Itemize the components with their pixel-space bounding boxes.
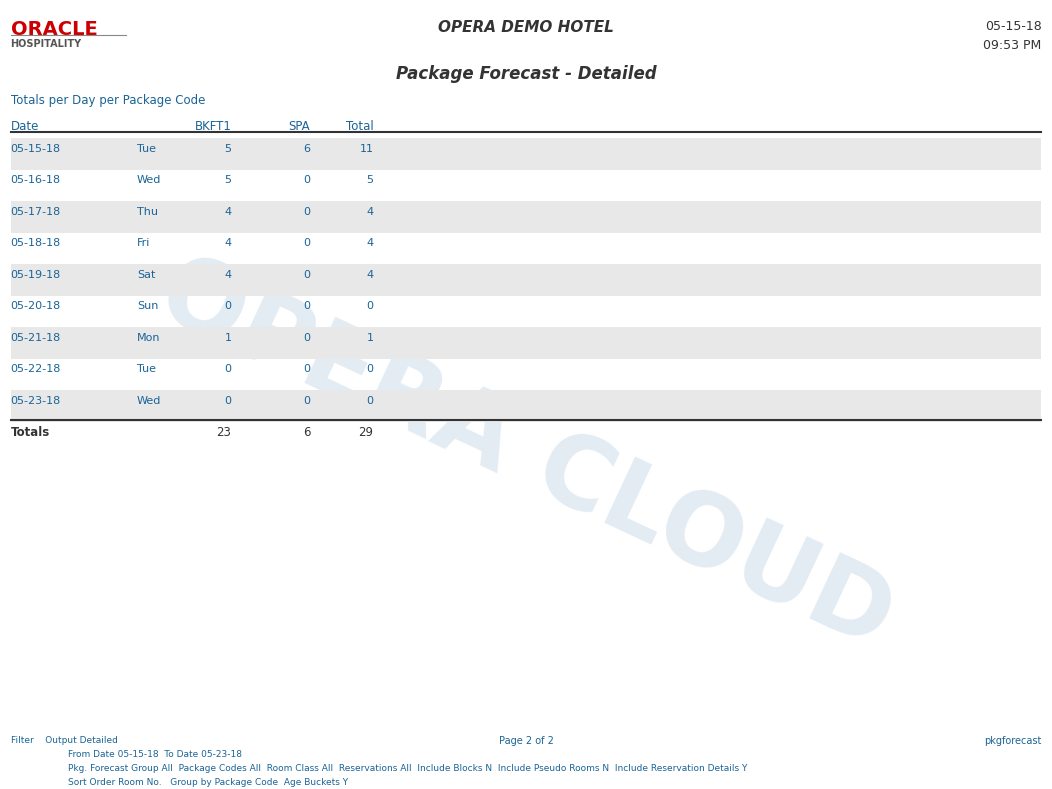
Text: 4: 4 <box>366 238 373 249</box>
Text: 4: 4 <box>366 207 373 217</box>
Text: Total: Total <box>346 121 373 133</box>
Text: OPERA DEMO HOTEL: OPERA DEMO HOTEL <box>438 20 614 35</box>
Text: Mon: Mon <box>137 333 160 342</box>
Text: 0: 0 <box>303 333 310 342</box>
Text: 05-17-18: 05-17-18 <box>11 207 61 217</box>
Text: 11: 11 <box>360 144 373 154</box>
Text: 0: 0 <box>366 365 373 374</box>
Text: 05-20-18: 05-20-18 <box>11 301 61 312</box>
Text: 0: 0 <box>303 365 310 374</box>
Text: Wed: Wed <box>137 396 161 406</box>
FancyBboxPatch shape <box>11 201 1041 233</box>
Text: 0: 0 <box>303 270 310 280</box>
Text: Pkg. Forecast Group All  Package Codes All  Room Class All  Reservations All  In: Pkg. Forecast Group All Package Codes Al… <box>68 764 748 773</box>
Text: 05-15-18: 05-15-18 <box>11 144 61 154</box>
Text: Sat: Sat <box>137 270 155 280</box>
Text: 09:53 PM: 09:53 PM <box>984 39 1041 52</box>
Text: 0: 0 <box>303 238 310 249</box>
Text: 05-16-18: 05-16-18 <box>11 175 61 185</box>
Text: 05-15-18: 05-15-18 <box>985 20 1041 32</box>
Text: ORACLE: ORACLE <box>11 20 97 39</box>
Text: 5: 5 <box>366 175 373 185</box>
Text: Totals: Totals <box>11 426 49 439</box>
Text: Totals per Day per Package Code: Totals per Day per Package Code <box>11 95 205 107</box>
Text: 0: 0 <box>366 396 373 406</box>
Text: Page 2 of 2: Page 2 of 2 <box>499 735 553 746</box>
Text: 4: 4 <box>224 238 231 249</box>
Text: SPA: SPA <box>288 121 310 133</box>
FancyBboxPatch shape <box>11 391 1041 421</box>
Text: 4: 4 <box>366 270 373 280</box>
Text: OPERA CLOUD: OPERA CLOUD <box>144 244 908 669</box>
Text: 5: 5 <box>224 175 231 185</box>
FancyBboxPatch shape <box>11 327 1041 359</box>
Text: Tue: Tue <box>137 365 156 374</box>
Text: BKFT1: BKFT1 <box>195 121 231 133</box>
Text: 4: 4 <box>224 270 231 280</box>
Text: 6: 6 <box>303 144 310 154</box>
FancyBboxPatch shape <box>11 264 1041 296</box>
FancyBboxPatch shape <box>11 138 1041 170</box>
Text: 0: 0 <box>303 175 310 185</box>
Text: Sort Order Room No.   Group by Package Code  Age Buckets Y: Sort Order Room No. Group by Package Cod… <box>68 778 348 787</box>
Text: 05-22-18: 05-22-18 <box>11 365 61 374</box>
Text: 05-23-18: 05-23-18 <box>11 396 61 406</box>
Text: 05-19-18: 05-19-18 <box>11 270 61 280</box>
Text: Date: Date <box>11 121 39 133</box>
Text: Filter    Output Detailed: Filter Output Detailed <box>11 735 118 745</box>
Text: 05-18-18: 05-18-18 <box>11 238 61 249</box>
Text: 4: 4 <box>224 207 231 217</box>
Text: 0: 0 <box>303 207 310 217</box>
Text: pkgforecast: pkgforecast <box>984 735 1041 746</box>
Text: 6: 6 <box>303 426 310 439</box>
Text: 23: 23 <box>217 426 231 439</box>
Text: 0: 0 <box>303 396 310 406</box>
Text: Package Forecast - Detailed: Package Forecast - Detailed <box>396 65 656 83</box>
Text: 0: 0 <box>224 301 231 312</box>
Text: 0: 0 <box>366 301 373 312</box>
Text: Fri: Fri <box>137 238 150 249</box>
Text: 0: 0 <box>224 396 231 406</box>
Text: 0: 0 <box>224 365 231 374</box>
Text: Sun: Sun <box>137 301 158 312</box>
Text: 1: 1 <box>366 333 373 342</box>
Text: From Date 05-15-18  To Date 05-23-18: From Date 05-15-18 To Date 05-23-18 <box>68 750 242 759</box>
Text: 0: 0 <box>303 301 310 312</box>
Text: 1: 1 <box>224 333 231 342</box>
Text: Wed: Wed <box>137 175 161 185</box>
Text: 05-21-18: 05-21-18 <box>11 333 61 342</box>
Text: Tue: Tue <box>137 144 156 154</box>
Text: 29: 29 <box>359 426 373 439</box>
Text: Thu: Thu <box>137 207 158 217</box>
Text: HOSPITALITY: HOSPITALITY <box>11 39 82 49</box>
Text: 5: 5 <box>224 144 231 154</box>
